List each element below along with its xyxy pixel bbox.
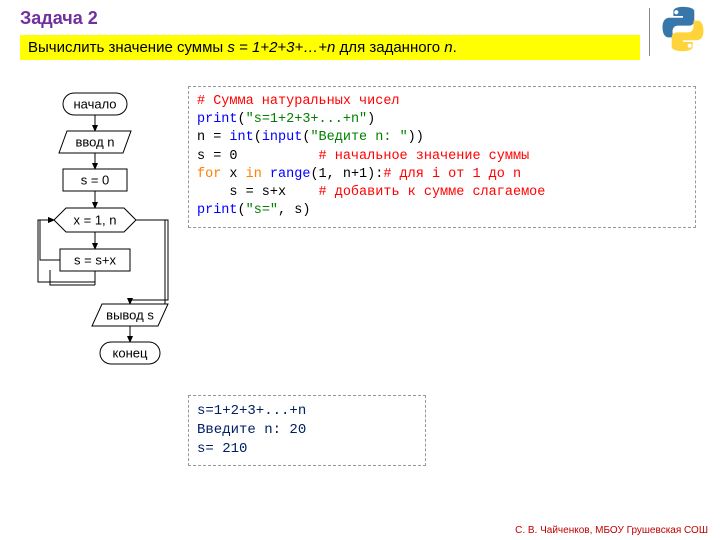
svg-text:начало: начало xyxy=(73,96,116,111)
flowchart: начало ввод n s = 0 x = 1, n s = s+x выв… xyxy=(10,85,185,395)
footer-credit: С. В. Чайченков, МБОУ Грушевская СОШ xyxy=(515,525,708,536)
svg-text:ввод n: ввод n xyxy=(75,134,114,149)
output-block: s=1+2+3+...+n Введите n: 20 s= 210 xyxy=(188,395,426,466)
python-logo-icon xyxy=(660,6,706,52)
task-title: Задача 2 xyxy=(20,8,700,29)
svg-text:x = 1, n: x = 1, n xyxy=(74,212,117,227)
svg-text:вывод s: вывод s xyxy=(106,307,154,322)
svg-text:s = 0: s = 0 xyxy=(81,172,110,187)
svg-text:s = s+x: s = s+x xyxy=(74,252,116,267)
code-block: # Сумма натуральных чисел print("s=1+2+3… xyxy=(188,86,696,228)
task-subtitle: Вычислить значение суммы s = 1+2+3+…+n д… xyxy=(20,35,640,60)
svg-text:конец: конец xyxy=(113,345,148,360)
divider xyxy=(649,8,650,56)
